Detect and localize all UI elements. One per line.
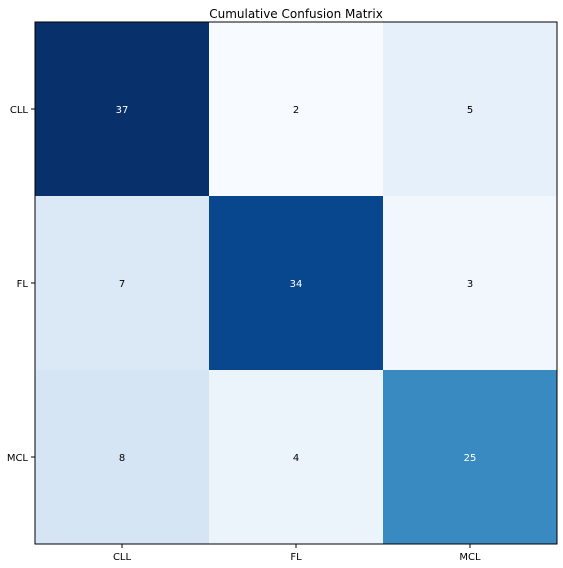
x-tick-label: FL — [290, 552, 302, 563]
heatmap-cell-fl-fl — [209, 196, 384, 371]
x-axis-ticks: CLL FL MCL — [113, 544, 481, 563]
heatmap-cell-labels: 37 2 57 34 38 4 25 — [116, 105, 477, 464]
heatmap-cell-mcl-fl — [209, 370, 384, 545]
cell-value-label: 2 — [293, 105, 299, 116]
cell-value-label: 4 — [293, 453, 299, 464]
heatmap-cell-mcl-mcl — [383, 370, 558, 545]
cell-value-label: 5 — [467, 105, 473, 116]
cell-value-label: 25 — [464, 453, 477, 464]
heatmap-cell-fl-cll — [35, 196, 210, 371]
cell-value-label: 8 — [119, 453, 125, 464]
heatmap-cell-mcl-cll — [35, 370, 210, 545]
chart-title: Cumulative Confusion Matrix — [209, 7, 383, 21]
cell-value-label: 3 — [467, 279, 473, 290]
y-tick-label: FL — [17, 279, 29, 290]
x-tick-label: MCL — [459, 552, 481, 563]
cell-value-label: 7 — [119, 279, 125, 290]
cell-value-label: 34 — [290, 279, 303, 290]
x-tick-label: CLL — [113, 552, 132, 563]
heatmap-cell-cll-mcl — [383, 22, 558, 197]
cell-value-label: 37 — [116, 105, 129, 116]
heatmap-cell-fl-mcl — [383, 196, 558, 371]
heatmap-cells — [35, 22, 558, 545]
heatmap-cell-cll-fl — [209, 22, 384, 197]
y-axis-ticks: CLL FL MCL — [7, 105, 35, 464]
heatmap-cell-cll-cll — [35, 22, 210, 197]
y-tick-label: MCL — [7, 453, 29, 464]
y-tick-label: CLL — [10, 105, 29, 116]
